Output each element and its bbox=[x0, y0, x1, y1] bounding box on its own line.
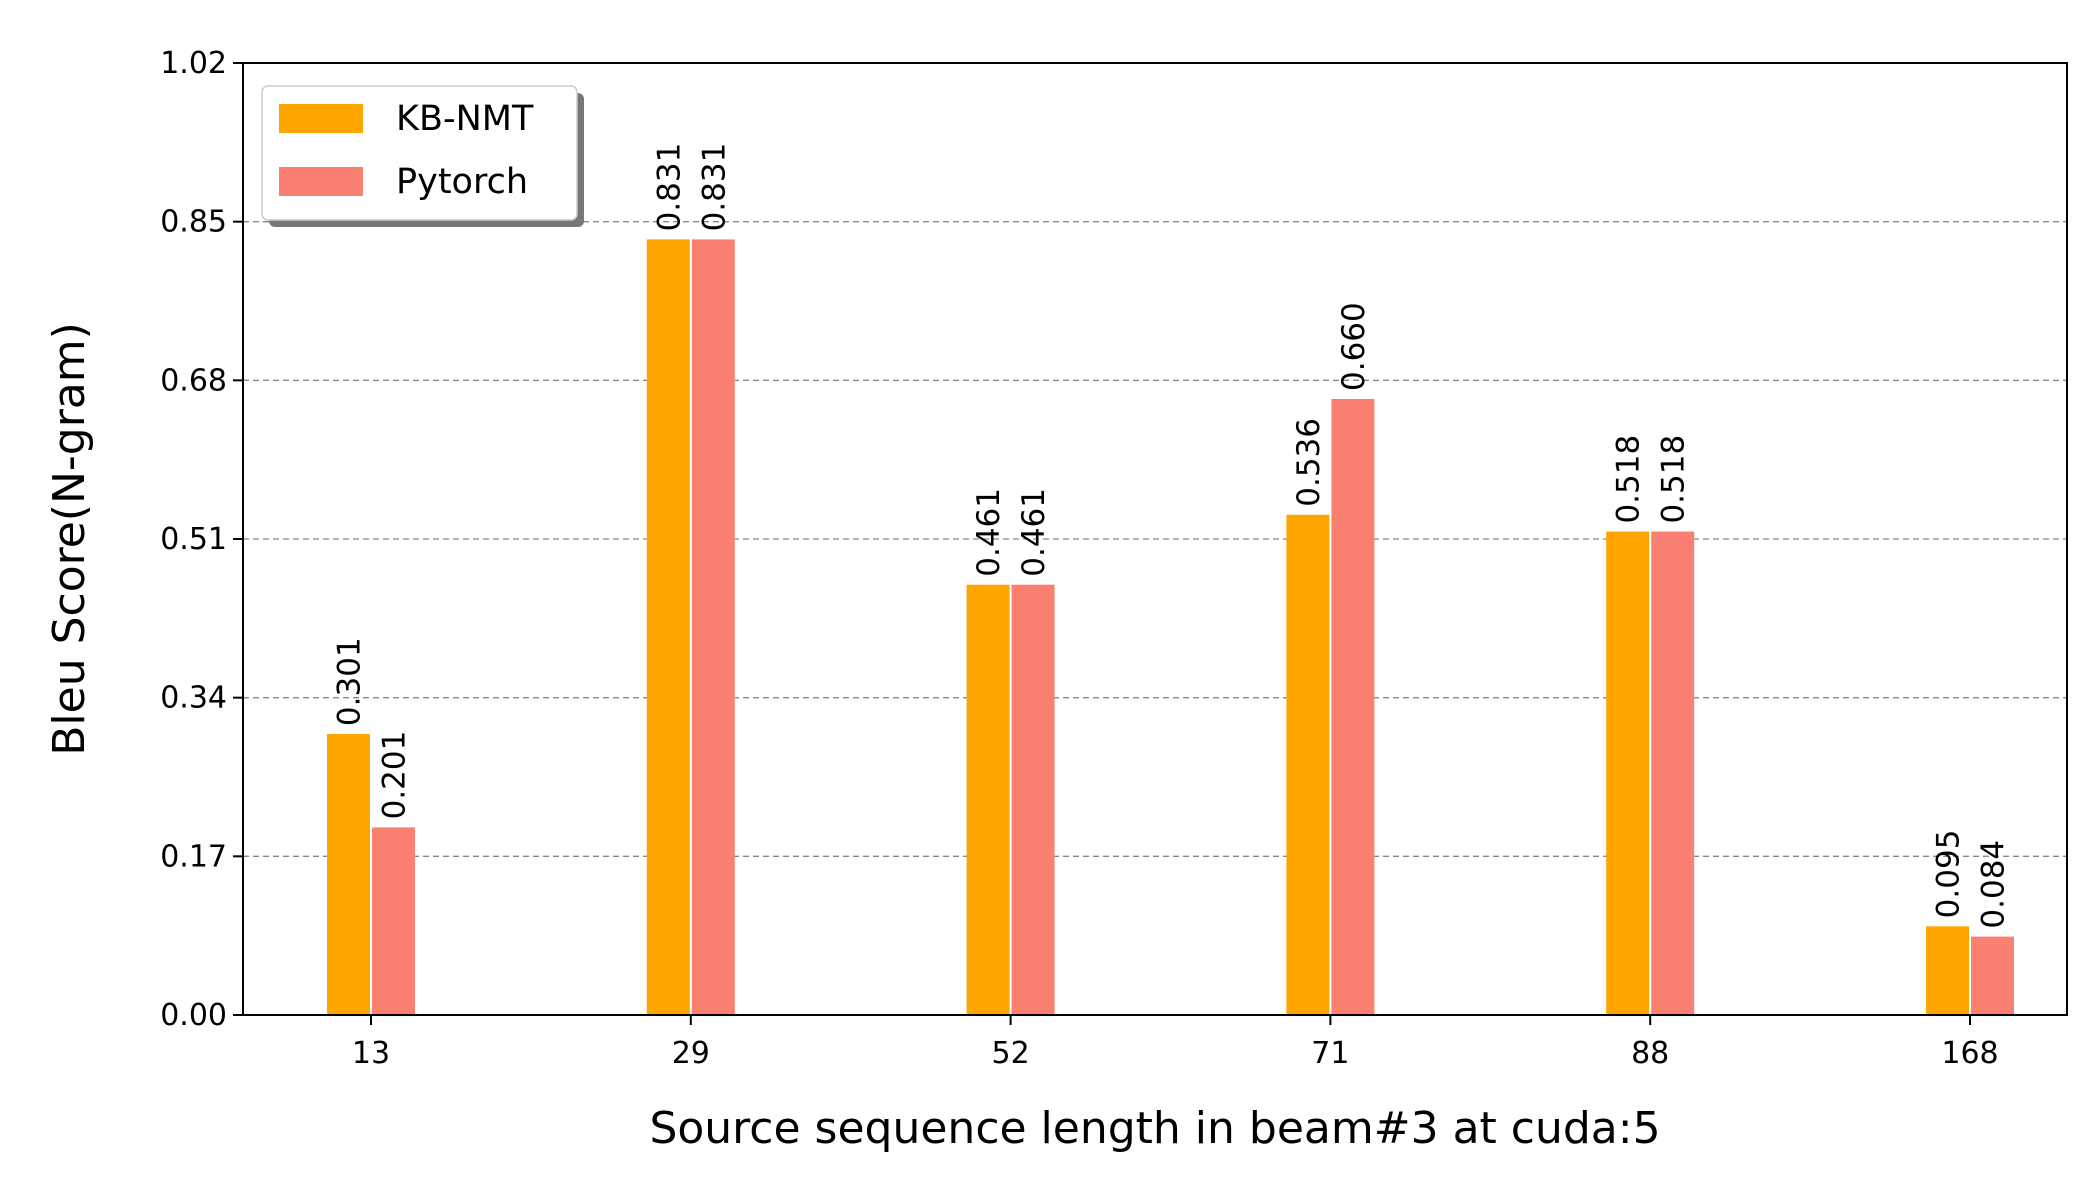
bar-value-label: 0.831 bbox=[696, 143, 732, 232]
x-axis-ticks: 13 29 52 71 88 168 bbox=[352, 1015, 1999, 1071]
bar-value-label: 0.536 bbox=[1291, 418, 1327, 507]
bar-kb-nmt-52 bbox=[966, 584, 1010, 1015]
bars bbox=[327, 239, 2014, 1015]
bar-value-label: 0.518 bbox=[1611, 435, 1647, 524]
bar-value-label: 0.301 bbox=[332, 637, 368, 726]
x-tick-label: 88 bbox=[1631, 1036, 1669, 1071]
y-tick-label: 1.02 bbox=[160, 46, 227, 81]
bar-kb-nmt-168 bbox=[1926, 926, 1969, 1015]
bar-pytorch-52 bbox=[1011, 584, 1055, 1015]
bar-pytorch-29 bbox=[691, 239, 735, 1015]
bar-kb-nmt-71 bbox=[1286, 514, 1330, 1015]
y-axis-title: Bleu Score(N-gram) bbox=[44, 322, 95, 756]
bar-value-label: 0.831 bbox=[651, 143, 687, 232]
x-tick-label: 52 bbox=[992, 1036, 1030, 1071]
grid-lines bbox=[243, 221, 2067, 857]
x-tick-label: 13 bbox=[352, 1036, 390, 1071]
legend: KB-NMT Pytorch bbox=[261, 85, 584, 227]
x-tick-label: 71 bbox=[1311, 1036, 1349, 1071]
bar-value-label: 0.461 bbox=[1016, 488, 1052, 577]
bar-pytorch-71 bbox=[1331, 399, 1375, 1015]
y-tick-label: 0.85 bbox=[160, 205, 227, 240]
y-axis-ticks: 0.00 0.17 0.34 0.51 0.68 0.85 1.02 bbox=[160, 46, 243, 1033]
bar-pytorch-13 bbox=[372, 827, 415, 1015]
y-tick-label: 0.68 bbox=[160, 363, 227, 398]
x-tick-label: 168 bbox=[1941, 1036, 1998, 1071]
x-axis-title: Source sequence length in beam#3 at cuda… bbox=[649, 1103, 1660, 1154]
legend-label: KB-NMT bbox=[396, 99, 534, 139]
y-tick-label: 0.51 bbox=[160, 522, 227, 557]
bar-value-label: 0.084 bbox=[1976, 840, 2012, 929]
bar-value-label: 0.095 bbox=[1931, 830, 1967, 919]
bar-kb-nmt-13 bbox=[327, 734, 370, 1015]
bar-pytorch-168 bbox=[1971, 936, 2014, 1015]
y-tick-label: 0.00 bbox=[160, 998, 227, 1033]
bar-value-label: 0.461 bbox=[971, 488, 1007, 577]
legend-swatch-pytorch bbox=[279, 167, 363, 196]
bar-value-label: 0.660 bbox=[1336, 302, 1372, 391]
legend-swatch-kb-nmt bbox=[279, 104, 363, 133]
legend-label: Pytorch bbox=[396, 162, 528, 202]
bar-value-label: 0.518 bbox=[1656, 435, 1692, 524]
y-tick-label: 0.34 bbox=[160, 681, 227, 716]
x-tick-label: 29 bbox=[672, 1036, 710, 1071]
bar-pytorch-88 bbox=[1651, 531, 1695, 1015]
bar-kb-nmt-88 bbox=[1606, 531, 1650, 1015]
bar-kb-nmt-29 bbox=[646, 239, 690, 1015]
bar-value-label: 0.201 bbox=[377, 731, 413, 820]
y-tick-label: 0.17 bbox=[160, 839, 227, 874]
